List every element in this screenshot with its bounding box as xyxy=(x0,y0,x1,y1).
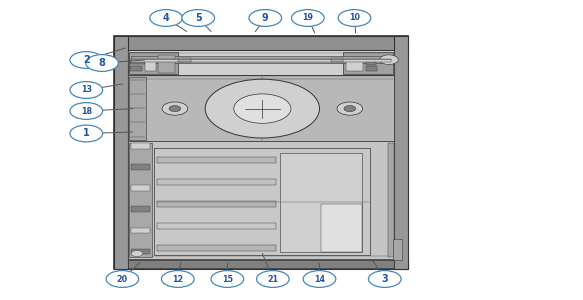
Bar xyxy=(393,238,402,260)
Bar xyxy=(157,223,276,230)
Bar xyxy=(154,148,370,255)
Bar xyxy=(131,56,391,63)
Bar xyxy=(394,36,408,268)
Circle shape xyxy=(106,271,139,287)
Circle shape xyxy=(86,55,118,71)
Bar xyxy=(114,260,408,268)
Text: 9: 9 xyxy=(262,13,269,23)
Bar xyxy=(388,143,394,256)
Bar xyxy=(343,52,393,74)
Circle shape xyxy=(211,271,244,287)
Text: 8: 8 xyxy=(99,58,106,68)
Circle shape xyxy=(337,102,363,115)
Text: 21: 21 xyxy=(267,274,279,284)
Bar xyxy=(178,58,191,61)
Bar xyxy=(366,66,377,71)
Bar xyxy=(131,228,150,233)
Text: 18: 18 xyxy=(80,106,92,116)
Bar xyxy=(366,60,376,64)
Bar xyxy=(128,50,394,75)
Circle shape xyxy=(380,55,398,64)
Bar xyxy=(346,61,363,71)
Bar xyxy=(130,66,142,71)
Circle shape xyxy=(249,10,282,26)
Circle shape xyxy=(161,271,194,287)
Bar xyxy=(131,164,150,170)
Bar xyxy=(131,249,150,254)
Bar xyxy=(128,141,394,260)
Bar xyxy=(280,153,361,252)
Circle shape xyxy=(70,82,103,98)
Bar xyxy=(131,185,150,191)
Circle shape xyxy=(131,250,143,256)
Text: 20: 20 xyxy=(117,274,128,284)
Text: 14: 14 xyxy=(314,274,325,284)
Bar xyxy=(157,201,276,207)
Bar xyxy=(129,142,152,257)
Text: 3: 3 xyxy=(381,274,388,284)
Circle shape xyxy=(150,10,182,26)
Bar xyxy=(131,143,150,148)
Bar xyxy=(128,75,394,141)
Bar xyxy=(157,179,276,185)
Bar xyxy=(114,36,408,50)
Bar xyxy=(128,259,394,268)
Circle shape xyxy=(182,10,215,26)
Bar xyxy=(131,206,150,212)
Bar xyxy=(331,58,343,61)
Circle shape xyxy=(162,102,188,115)
Text: 2: 2 xyxy=(83,55,90,65)
Circle shape xyxy=(205,79,319,138)
Circle shape xyxy=(234,94,291,123)
Circle shape xyxy=(292,10,324,26)
Text: 15: 15 xyxy=(222,274,233,284)
Text: 12: 12 xyxy=(172,274,184,284)
Bar xyxy=(321,204,361,252)
Text: 19: 19 xyxy=(303,14,313,22)
Circle shape xyxy=(70,103,103,119)
Bar xyxy=(129,76,146,140)
Bar xyxy=(114,36,408,268)
Circle shape xyxy=(368,271,401,287)
Text: 13: 13 xyxy=(81,85,92,94)
Circle shape xyxy=(344,106,356,112)
Text: 5: 5 xyxy=(195,13,202,23)
Bar xyxy=(130,60,145,64)
Circle shape xyxy=(70,125,103,142)
Circle shape xyxy=(303,271,336,287)
Bar xyxy=(129,52,178,74)
Text: 10: 10 xyxy=(349,14,360,22)
Circle shape xyxy=(338,10,371,26)
Bar xyxy=(145,61,156,71)
Bar xyxy=(114,36,128,268)
Circle shape xyxy=(70,52,103,68)
Circle shape xyxy=(169,106,181,112)
Text: 1: 1 xyxy=(83,128,90,139)
Circle shape xyxy=(257,271,289,287)
Bar xyxy=(157,245,276,251)
Bar xyxy=(158,55,175,73)
Bar xyxy=(131,58,391,61)
Bar xyxy=(157,157,276,164)
Text: 4: 4 xyxy=(163,13,170,23)
